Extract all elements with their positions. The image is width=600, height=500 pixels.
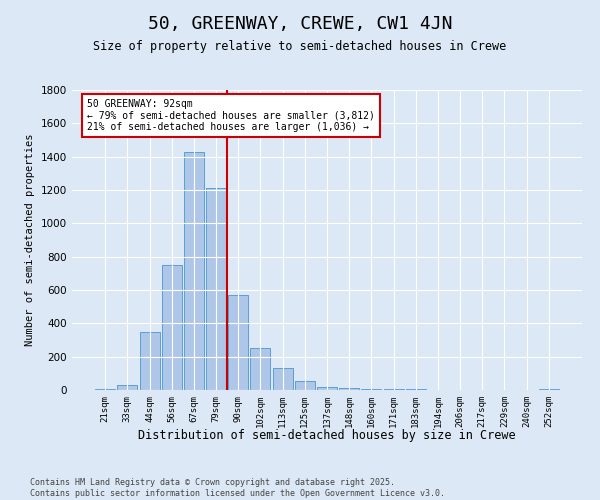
Bar (140, 332, 160, 390)
Bar (339, 388, 359, 390)
Bar (118, 385, 137, 390)
Bar (184, 152, 204, 390)
Bar (206, 188, 226, 390)
Bar (250, 348, 271, 390)
Bar (162, 265, 182, 390)
Bar (272, 368, 293, 390)
Bar (228, 295, 248, 390)
Bar (317, 386, 337, 390)
Bar (95, 389, 115, 390)
Y-axis label: Number of semi-detached properties: Number of semi-detached properties (25, 134, 35, 346)
Bar (383, 389, 404, 390)
Text: 50 GREENWAY: 92sqm
← 79% of semi-detached houses are smaller (3,812)
21% of semi: 50 GREENWAY: 92sqm ← 79% of semi-detache… (88, 99, 375, 132)
Bar (406, 388, 426, 390)
Bar (361, 388, 382, 390)
Bar (539, 389, 559, 390)
Text: Contains HM Land Registry data © Crown copyright and database right 2025.
Contai: Contains HM Land Registry data © Crown c… (30, 478, 445, 498)
Text: 50, GREENWAY, CREWE, CW1 4JN: 50, GREENWAY, CREWE, CW1 4JN (148, 15, 452, 33)
Bar (295, 381, 315, 390)
Text: Size of property relative to semi-detached houses in Crewe: Size of property relative to semi-detach… (94, 40, 506, 53)
Text: Distribution of semi-detached houses by size in Crewe: Distribution of semi-detached houses by … (138, 428, 516, 442)
